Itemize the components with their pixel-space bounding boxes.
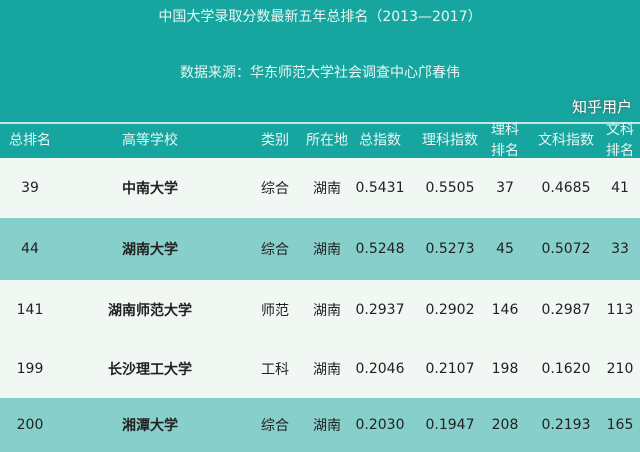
cell-rank: 39 bbox=[21, 180, 39, 196]
column-header-arts-rank: 文科 排名 bbox=[606, 122, 634, 159]
column-header-rank: 总排名 bbox=[9, 132, 51, 149]
cell-science-index: 0.5505 bbox=[425, 180, 475, 196]
cell-school: 湖南师范大学 bbox=[108, 303, 192, 319]
cell-science-rank: 208 bbox=[491, 417, 519, 433]
cell-arts-rank: 165 bbox=[606, 417, 634, 433]
column-header-arts-index: 文科指数 bbox=[538, 132, 594, 149]
cell-category: 综合 bbox=[261, 181, 289, 197]
cell-science-rank: 198 bbox=[491, 361, 519, 377]
cell-total-index: 0.2030 bbox=[355, 417, 405, 433]
cell-location: 湖南 bbox=[313, 181, 341, 197]
cell-total-index: 0.5431 bbox=[355, 180, 405, 196]
table-row: 199 长沙理工大学 工科 湖南 0.2046 0.2107 198 0.1620 210 bbox=[0, 340, 640, 398]
table-row: 39 中南大学 综合 湖南 0.5431 0.5505 37 0.4685 41 bbox=[0, 158, 640, 218]
cell-science-rank: 146 bbox=[491, 302, 519, 318]
cell-rank: 199 bbox=[16, 361, 44, 377]
cell-science-index: 0.2107 bbox=[425, 361, 475, 377]
cell-arts-rank: 41 bbox=[611, 180, 629, 196]
cell-arts-index: 0.4685 bbox=[541, 180, 591, 196]
cell-arts-rank: 33 bbox=[611, 241, 629, 257]
column-header-science-index: 理科指数 bbox=[422, 132, 478, 149]
cell-total-index: 0.5248 bbox=[355, 241, 405, 257]
table-row: 200 湘潭大学 综合 湖南 0.2030 0.1947 208 0.2193 165 bbox=[0, 398, 640, 452]
cell-location: 湖南 bbox=[313, 418, 341, 434]
cell-arts-rank: 113 bbox=[606, 302, 634, 318]
cell-arts-rank: 210 bbox=[606, 361, 634, 377]
cell-school: 长沙理工大学 bbox=[108, 362, 192, 378]
cell-arts-index: 0.1620 bbox=[541, 361, 591, 377]
title-banner: 中国大学录取分数最新五年总排名（2013—2017） 数据来源：华东师范大学社会… bbox=[0, 0, 640, 124]
table-title: 中国大学录取分数最新五年总排名（2013—2017） bbox=[158, 9, 482, 25]
cell-science-index: 0.2902 bbox=[425, 302, 475, 318]
column-header-science-rank: 理科 排名 bbox=[491, 122, 519, 159]
cell-category: 综合 bbox=[261, 242, 289, 258]
column-header-category: 类别 bbox=[261, 132, 289, 149]
cell-science-index: 0.5273 bbox=[425, 241, 475, 257]
table-header: 总排名 高等学校 类别 所在地 总指数 理科指数 理科 排名 文科指数 文科 排名 bbox=[0, 122, 640, 159]
cell-arts-index: 0.5072 bbox=[541, 241, 591, 257]
cell-category: 工科 bbox=[261, 362, 289, 378]
cell-rank: 141 bbox=[16, 302, 44, 318]
table-row: 141 湖南师范大学 师范 湖南 0.2937 0.2902 146 0.2987 113 bbox=[0, 280, 640, 340]
cell-total-index: 0.2937 bbox=[355, 302, 405, 318]
cell-arts-index: 0.2987 bbox=[541, 302, 591, 318]
cell-school: 湘潭大学 bbox=[122, 418, 178, 434]
divider bbox=[0, 122, 640, 124]
cell-rank: 200 bbox=[16, 417, 44, 433]
cell-category: 综合 bbox=[261, 418, 289, 434]
cell-science-rank: 37 bbox=[496, 180, 514, 196]
column-header-school: 高等学校 bbox=[122, 132, 178, 149]
cell-school: 中南大学 bbox=[122, 181, 178, 197]
cell-science-index: 0.1947 bbox=[425, 417, 475, 433]
cell-school: 湖南大学 bbox=[122, 242, 178, 258]
table-row: 44 湖南大学 综合 湖南 0.5248 0.5273 45 0.5072 33 bbox=[0, 218, 640, 280]
cell-rank: 44 bbox=[21, 241, 39, 257]
cell-location: 湖南 bbox=[313, 242, 341, 258]
cell-location: 湖南 bbox=[313, 362, 341, 378]
column-header-total-index: 总指数 bbox=[359, 132, 401, 149]
cell-category: 师范 bbox=[261, 303, 289, 319]
cell-total-index: 0.2046 bbox=[355, 361, 405, 377]
data-source: 数据来源：华东师范大学社会调查中心邝春伟 bbox=[180, 65, 460, 81]
cell-arts-index: 0.2193 bbox=[541, 417, 591, 433]
watermark: 知乎用户 bbox=[571, 98, 632, 116]
column-header-location: 所在地 bbox=[306, 132, 348, 149]
cell-location: 湖南 bbox=[313, 303, 341, 319]
cell-science-rank: 45 bbox=[496, 241, 514, 257]
